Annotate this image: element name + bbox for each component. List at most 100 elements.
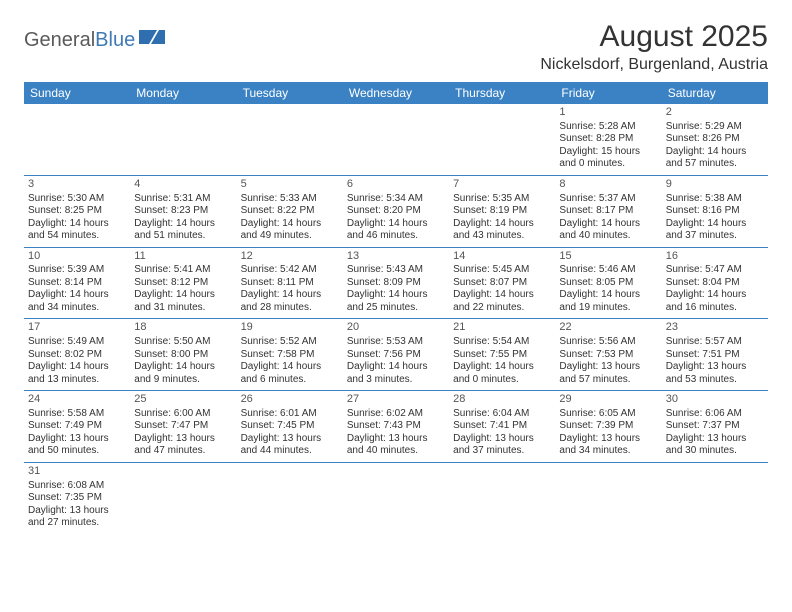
day-number: 30 (666, 393, 764, 407)
sunset-line: Sunset: 8:09 PM (347, 277, 445, 290)
sunset-line: Sunset: 8:14 PM (28, 277, 126, 290)
sunrise-line: Sunrise: 5:39 AM (28, 264, 126, 277)
day-cell: 10Sunrise: 5:39 AMSunset: 8:14 PMDayligh… (24, 248, 130, 319)
day-cell: 16Sunrise: 5:47 AMSunset: 8:04 PMDayligh… (662, 248, 768, 319)
day-cell: 22Sunrise: 5:56 AMSunset: 7:53 PMDayligh… (555, 319, 661, 390)
sunset-line: Sunset: 7:55 PM (453, 349, 551, 362)
sunset-line: Sunset: 8:07 PM (453, 277, 551, 290)
day-cell: 31Sunrise: 6:08 AMSunset: 7:35 PMDayligh… (24, 463, 130, 534)
empty-cell (237, 104, 343, 175)
day-number: 19 (241, 321, 339, 335)
day-number: 20 (347, 321, 445, 335)
sunrise-line: Sunrise: 5:28 AM (559, 121, 657, 134)
day-number: 23 (666, 321, 764, 335)
daylight-line: Daylight: 14 hours and 49 minutes. (241, 218, 339, 243)
sunset-line: Sunset: 8:12 PM (134, 277, 232, 290)
empty-cell (237, 463, 343, 534)
sunrise-line: Sunrise: 5:38 AM (666, 193, 764, 206)
sunrise-line: Sunrise: 6:08 AM (28, 480, 126, 493)
sunset-line: Sunset: 8:04 PM (666, 277, 764, 290)
daylight-line: Daylight: 14 hours and 0 minutes. (453, 361, 551, 386)
day-number: 22 (559, 321, 657, 335)
day-cell: 7Sunrise: 5:35 AMSunset: 8:19 PMDaylight… (449, 176, 555, 247)
flag-icon (139, 28, 165, 51)
day-cell: 12Sunrise: 5:42 AMSunset: 8:11 PMDayligh… (237, 248, 343, 319)
day-number: 5 (241, 178, 339, 192)
sunrise-line: Sunrise: 5:33 AM (241, 193, 339, 206)
daylight-line: Daylight: 14 hours and 40 minutes. (559, 218, 657, 243)
sunset-line: Sunset: 7:37 PM (666, 420, 764, 433)
day-number: 8 (559, 178, 657, 192)
day-number: 4 (134, 178, 232, 192)
calendar-page: GeneralBlue August 2025 Nickelsdorf, Bur… (0, 0, 792, 554)
weeks-container: 1Sunrise: 5:28 AMSunset: 8:28 PMDaylight… (24, 104, 768, 534)
sunset-line: Sunset: 7:35 PM (28, 492, 126, 505)
day-header: Sunday (24, 82, 130, 104)
daylight-line: Daylight: 14 hours and 19 minutes. (559, 289, 657, 314)
daylight-line: Daylight: 13 hours and 37 minutes. (453, 433, 551, 458)
day-cell: 20Sunrise: 5:53 AMSunset: 7:56 PMDayligh… (343, 319, 449, 390)
sunset-line: Sunset: 8:05 PM (559, 277, 657, 290)
day-cell: 29Sunrise: 6:05 AMSunset: 7:39 PMDayligh… (555, 391, 661, 462)
day-cell: 11Sunrise: 5:41 AMSunset: 8:12 PMDayligh… (130, 248, 236, 319)
day-cell: 6Sunrise: 5:34 AMSunset: 8:20 PMDaylight… (343, 176, 449, 247)
day-cell: 4Sunrise: 5:31 AMSunset: 8:23 PMDaylight… (130, 176, 236, 247)
sunset-line: Sunset: 8:19 PM (453, 205, 551, 218)
day-number: 1 (559, 106, 657, 120)
logo: GeneralBlue (24, 20, 165, 53)
daylight-line: Daylight: 14 hours and 16 minutes. (666, 289, 764, 314)
day-number: 17 (28, 321, 126, 335)
sunrise-line: Sunrise: 5:50 AM (134, 336, 232, 349)
title-block: August 2025 Nickelsdorf, Burgenland, Aus… (540, 20, 768, 74)
daylight-line: Daylight: 14 hours and 37 minutes. (666, 218, 764, 243)
daylight-line: Daylight: 14 hours and 9 minutes. (134, 361, 232, 386)
daylight-line: Daylight: 13 hours and 53 minutes. (666, 361, 764, 386)
sunset-line: Sunset: 8:20 PM (347, 205, 445, 218)
day-header: Saturday (662, 82, 768, 104)
day-number: 14 (453, 250, 551, 264)
day-number: 15 (559, 250, 657, 264)
day-headers-row: SundayMondayTuesdayWednesdayThursdayFrid… (24, 82, 768, 104)
sunrise-line: Sunrise: 6:04 AM (453, 408, 551, 421)
empty-cell (449, 104, 555, 175)
sunrise-line: Sunrise: 6:06 AM (666, 408, 764, 421)
sunrise-line: Sunrise: 5:57 AM (666, 336, 764, 349)
daylight-line: Daylight: 13 hours and 40 minutes. (347, 433, 445, 458)
sunset-line: Sunset: 8:22 PM (241, 205, 339, 218)
sunset-line: Sunset: 8:00 PM (134, 349, 232, 362)
sunrise-line: Sunrise: 5:37 AM (559, 193, 657, 206)
sunset-line: Sunset: 8:11 PM (241, 277, 339, 290)
day-cell: 30Sunrise: 6:06 AMSunset: 7:37 PMDayligh… (662, 391, 768, 462)
daylight-line: Daylight: 13 hours and 30 minutes. (666, 433, 764, 458)
sunset-line: Sunset: 8:02 PM (28, 349, 126, 362)
day-number: 3 (28, 178, 126, 192)
empty-cell (343, 104, 449, 175)
week-row: 24Sunrise: 5:58 AMSunset: 7:49 PMDayligh… (24, 391, 768, 463)
sunset-line: Sunset: 8:16 PM (666, 205, 764, 218)
day-number: 29 (559, 393, 657, 407)
daylight-line: Daylight: 14 hours and 54 minutes. (28, 218, 126, 243)
day-number: 18 (134, 321, 232, 335)
sunrise-line: Sunrise: 6:02 AM (347, 408, 445, 421)
daylight-line: Daylight: 14 hours and 6 minutes. (241, 361, 339, 386)
daylight-line: Daylight: 14 hours and 57 minutes. (666, 146, 764, 171)
day-number: 2 (666, 106, 764, 120)
sunset-line: Sunset: 7:43 PM (347, 420, 445, 433)
week-row: 3Sunrise: 5:30 AMSunset: 8:25 PMDaylight… (24, 176, 768, 248)
day-cell: 24Sunrise: 5:58 AMSunset: 7:49 PMDayligh… (24, 391, 130, 462)
day-cell: 28Sunrise: 6:04 AMSunset: 7:41 PMDayligh… (449, 391, 555, 462)
day-cell: 27Sunrise: 6:02 AMSunset: 7:43 PMDayligh… (343, 391, 449, 462)
day-cell: 17Sunrise: 5:49 AMSunset: 8:02 PMDayligh… (24, 319, 130, 390)
empty-cell (555, 463, 661, 534)
day-header: Thursday (449, 82, 555, 104)
logo-text-general: General (24, 29, 95, 51)
sunrise-line: Sunrise: 5:31 AM (134, 193, 232, 206)
day-cell: 1Sunrise: 5:28 AMSunset: 8:28 PMDaylight… (555, 104, 661, 175)
sunset-line: Sunset: 8:23 PM (134, 205, 232, 218)
day-cell: 9Sunrise: 5:38 AMSunset: 8:16 PMDaylight… (662, 176, 768, 247)
daylight-line: Daylight: 14 hours and 25 minutes. (347, 289, 445, 314)
sunrise-line: Sunrise: 6:01 AM (241, 408, 339, 421)
sunrise-line: Sunrise: 5:52 AM (241, 336, 339, 349)
empty-cell (343, 463, 449, 534)
day-number: 10 (28, 250, 126, 264)
